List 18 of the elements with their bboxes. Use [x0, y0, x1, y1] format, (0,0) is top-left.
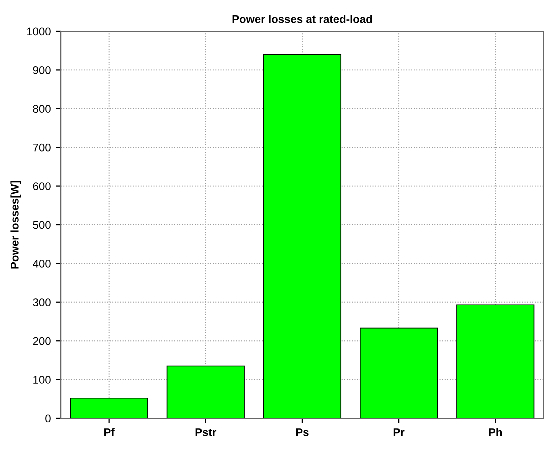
x-tick-label: Pstr: [196, 428, 217, 436]
y-tick-label: 600: [33, 182, 51, 190]
chart-title: Power losses at rated-load: [232, 15, 372, 24]
x-tick-label: Pr: [394, 428, 405, 436]
y-tick-label: 300: [33, 298, 51, 307]
y-tick-label: 200: [33, 337, 51, 346]
y-tick-label: 700: [33, 144, 51, 152]
y-tick-label: 100: [34, 376, 51, 384]
y-axis-title: Power losses[W]: [10, 181, 22, 269]
y-tick-label: 800: [33, 105, 51, 114]
y-tick-label: 0: [46, 414, 51, 423]
y-tick-label: 1000: [27, 28, 51, 36]
x-tick-label: Pf: [104, 428, 115, 436]
y-tick-label: 500: [33, 221, 51, 230]
x-tick-label: Ps: [296, 428, 309, 436]
y-tick-label: 900: [33, 66, 51, 74]
y-tick-label: 400: [33, 260, 51, 268]
x-tick-label: Ph: [489, 428, 502, 436]
